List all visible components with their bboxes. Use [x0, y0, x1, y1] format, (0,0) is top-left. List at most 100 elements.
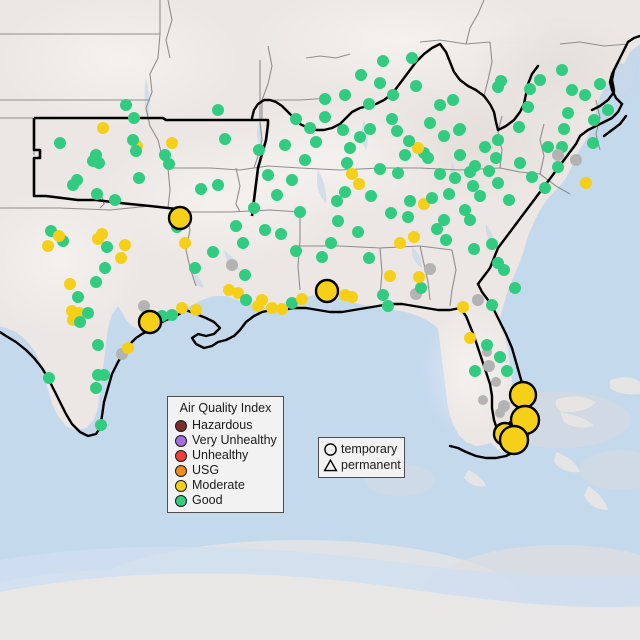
aqi-marker[interactable] — [394, 237, 406, 249]
legend-item-moderate[interactable]: Moderate — [175, 478, 276, 493]
aqi-marker[interactable] — [189, 262, 201, 274]
aqi-marker[interactable] — [176, 302, 188, 314]
aqi-marker[interactable] — [130, 145, 142, 157]
aqi-marker[interactable] — [384, 270, 396, 282]
aqi-marker[interactable] — [365, 190, 377, 202]
aqi-marker[interactable] — [353, 178, 365, 190]
aqi-marker[interactable] — [190, 304, 202, 316]
aqi-marker[interactable] — [90, 382, 102, 394]
aqi-marker[interactable] — [109, 194, 121, 206]
aqi-marker[interactable] — [426, 192, 438, 204]
aqi-marker[interactable] — [408, 231, 420, 243]
aqi-marker[interactable] — [374, 77, 386, 89]
aqi-marker[interactable] — [434, 99, 446, 111]
aqi-marker[interactable] — [454, 149, 466, 161]
aqi-marker[interactable] — [319, 93, 331, 105]
aqi-marker[interactable] — [438, 130, 450, 142]
aqi-marker[interactable] — [449, 172, 461, 184]
aqi-marker[interactable] — [385, 207, 397, 219]
aqi-marker[interactable] — [492, 134, 504, 146]
aqi-marker[interactable] — [474, 190, 486, 202]
aqi-marker[interactable] — [42, 240, 54, 252]
legend-item-usg[interactable]: USG — [175, 463, 276, 478]
aqi-marker[interactable] — [464, 332, 476, 344]
aqi-marker[interactable] — [332, 215, 344, 227]
aqi-marker[interactable] — [399, 149, 411, 161]
aqi-marker[interactable] — [377, 289, 389, 301]
aqi-marker[interactable] — [259, 224, 271, 236]
aqi-marker[interactable] — [364, 123, 376, 135]
aqi-marker[interactable] — [93, 157, 105, 169]
aqi-marker[interactable] — [443, 188, 455, 200]
aqi-marker[interactable] — [294, 206, 306, 218]
aqi-marker[interactable] — [402, 211, 414, 223]
aqi-marker[interactable] — [403, 135, 415, 147]
aqi-marker[interactable] — [344, 142, 356, 154]
legend-item-very-unhealthy[interactable]: Very Unhealthy — [175, 433, 277, 448]
aqi-marker[interactable] — [133, 172, 145, 184]
aqi-marker[interactable] — [570, 154, 582, 166]
aqi-marker[interactable] — [453, 124, 465, 136]
aqi-marker[interactable] — [97, 122, 109, 134]
aqi-marker[interactable] — [266, 302, 278, 314]
aqi-marker[interactable] — [579, 89, 591, 101]
aqi-marker[interactable] — [337, 124, 349, 136]
aqi-marker[interactable] — [467, 180, 479, 192]
aqi-marker[interactable] — [64, 278, 76, 290]
aqi-marker[interactable] — [128, 112, 140, 124]
aqi-marker[interactable] — [207, 246, 219, 258]
aqi-marker[interactable] — [513, 121, 525, 133]
aqi-marker[interactable] — [594, 78, 606, 90]
aqi-marker[interactable] — [412, 142, 424, 154]
aqi-marker[interactable] — [316, 251, 328, 263]
aqi-marker[interactable] — [386, 113, 398, 125]
aqi-marker[interactable] — [341, 157, 353, 169]
aqi-marker[interactable] — [314, 278, 340, 304]
aqi-marker[interactable] — [166, 309, 178, 321]
aqi-marker[interactable] — [120, 99, 132, 111]
aqi-marker[interactable] — [230, 220, 242, 232]
aqi-marker[interactable] — [82, 307, 94, 319]
aqi-marker[interactable] — [387, 89, 399, 101]
aqi-marker[interactable] — [404, 195, 416, 207]
aqi-marker[interactable] — [310, 136, 322, 148]
aqi-marker[interactable] — [275, 228, 287, 240]
aqi-marker[interactable] — [346, 168, 358, 180]
aqi-marker[interactable] — [248, 202, 260, 214]
legend-item-temporary[interactable]: temporary — [323, 441, 400, 457]
aqi-marker-layer[interactable] — [42, 52, 614, 456]
aqi-marker[interactable] — [558, 123, 570, 135]
aqi-marker[interactable] — [469, 365, 481, 377]
aqi-marker[interactable] — [431, 223, 443, 235]
aqi-marker[interactable] — [115, 252, 127, 264]
aqi-marker[interactable] — [90, 276, 102, 288]
aqi-marker[interactable] — [501, 365, 513, 377]
aqi-marker[interactable] — [447, 94, 459, 106]
aqi-marker[interactable] — [494, 351, 506, 363]
aqi-marker[interactable] — [137, 309, 163, 335]
aqi-marker[interactable] — [492, 177, 504, 189]
aqi-marker[interactable] — [424, 117, 436, 129]
aqi-marker[interactable] — [503, 194, 515, 206]
aqi-marker[interactable] — [483, 360, 495, 372]
aqi-marker[interactable] — [422, 152, 434, 164]
aqi-marker[interactable] — [95, 419, 107, 431]
aqi-marker[interactable] — [438, 214, 450, 226]
aqi-legend[interactable]: Air Quality Index Hazardous Very Unhealt… — [167, 396, 284, 513]
aqi-marker[interactable] — [588, 114, 600, 126]
aqi-marker[interactable] — [53, 230, 65, 242]
aqi-marker[interactable] — [355, 69, 367, 81]
aqi-marker[interactable] — [491, 377, 501, 387]
legend-item-permanent[interactable]: permanent — [323, 457, 401, 473]
legend-item-unhealthy[interactable]: Unhealthy — [175, 448, 276, 463]
aqi-marker[interactable] — [481, 339, 493, 351]
aqi-marker[interactable] — [587, 137, 599, 149]
aqi-marker[interactable] — [179, 237, 191, 249]
aqi-marker[interactable] — [92, 233, 104, 245]
aqi-marker[interactable] — [271, 189, 283, 201]
aqi-marker[interactable] — [212, 179, 224, 191]
aqi-marker[interactable] — [498, 400, 510, 412]
aqi-marker[interactable] — [580, 177, 592, 189]
aqi-marker[interactable] — [382, 300, 394, 312]
aqi-marker[interactable] — [253, 144, 265, 156]
